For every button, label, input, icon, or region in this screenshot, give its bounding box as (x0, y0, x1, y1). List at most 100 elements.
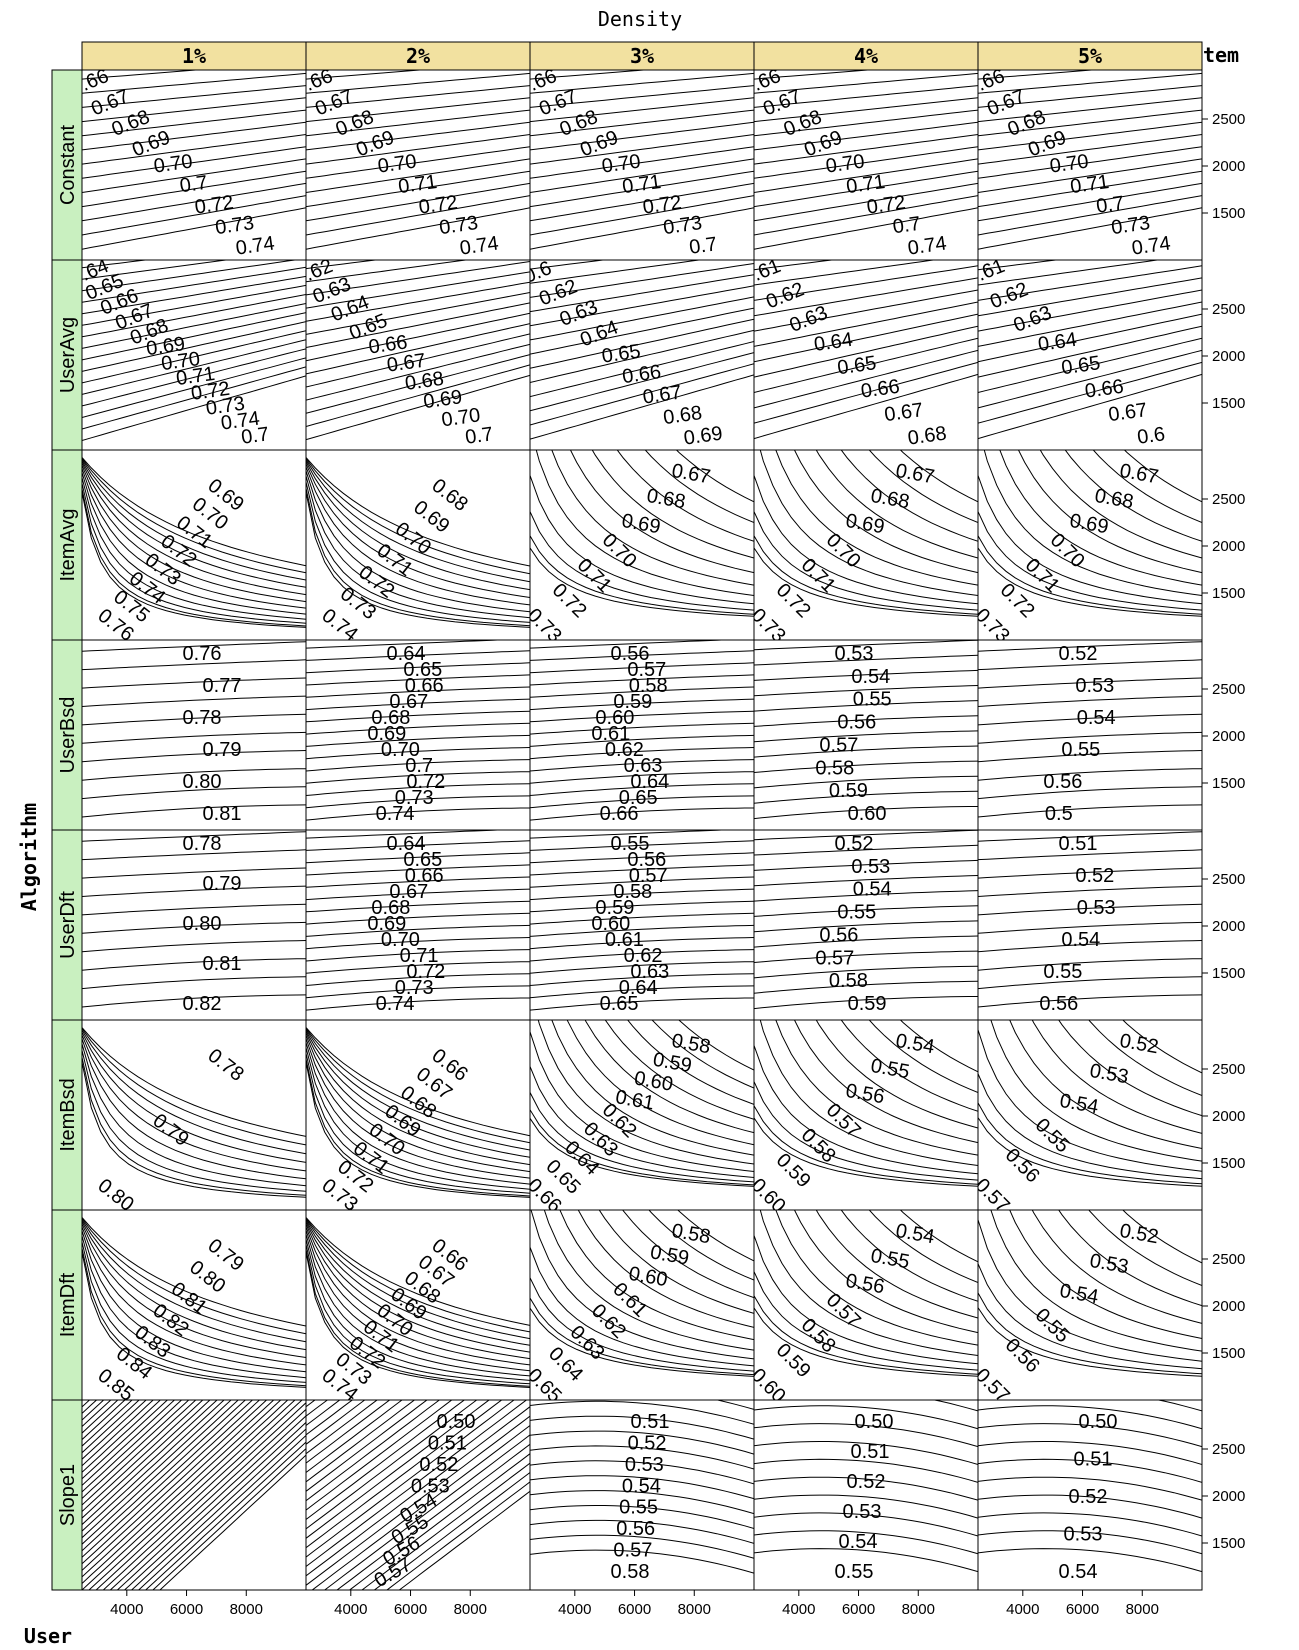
contour-line (754, 685, 978, 697)
contour-line (627, 1020, 754, 1105)
contour-label: 0.72 (406, 961, 445, 983)
contour-line (82, 1217, 306, 1327)
contour-line (306, 1217, 530, 1326)
panel-useravg-2: 0.620.630.640.650.660.670.680.690.700.7 (305, 259, 531, 451)
contour-label: 0.70 (600, 150, 642, 177)
contour-label: 0.58 (829, 970, 868, 992)
contour-line (82, 146, 306, 179)
contour-label: 0.65 (619, 787, 658, 809)
contour-line (306, 121, 530, 151)
contour-line (82, 1241, 306, 1383)
contour-label: 0.60 (595, 707, 634, 729)
panel-itemavg-5: 0.670.680.690.700.710.720.73 (977, 449, 1203, 641)
contour-line (978, 1458, 1202, 1483)
panel-itemavg-4: 0.670.680.690.700.710.720.73 (753, 449, 979, 641)
panel-constant-3: 0.660.670.680.690.700.710.720.730.7 (529, 69, 755, 261)
contour-label: 0.7 (240, 423, 271, 449)
y-tick-label: 2000 (1212, 1298, 1245, 1315)
y-tick-label: 2000 (1212, 538, 1245, 555)
contour-line (754, 859, 978, 871)
contour-line (978, 97, 1202, 123)
contour-line (754, 1476, 978, 1501)
contour-line (677, 1210, 754, 1262)
contour-line (530, 296, 754, 341)
contour-line (82, 1400, 268, 1571)
panel-userbsd-3: 0.560.570.580.590.600.610.620.630.640.65… (529, 639, 755, 831)
contour-line (978, 1263, 1202, 1370)
contour-line (754, 260, 836, 271)
contour-line (1039, 450, 1202, 559)
contour-line (840, 1020, 978, 1112)
contour-line (82, 1400, 239, 1545)
contour-line (775, 1020, 978, 1156)
contour-line (82, 85, 306, 108)
contour-line (616, 450, 754, 542)
contour-line (978, 158, 1202, 193)
contour-line (978, 885, 1202, 897)
contour-line (82, 260, 150, 269)
contour-label: 0.74 (376, 803, 415, 825)
contour-line (754, 806, 978, 820)
contour-line (978, 976, 1202, 990)
x-tick-label: 8000 (902, 1601, 935, 1618)
contour-line (978, 1548, 1202, 1573)
contour-line (754, 121, 978, 151)
strip-left-userbsd: UserBsd (51, 639, 83, 831)
contour-line (978, 373, 1202, 440)
contour-line (754, 313, 978, 363)
contour-line (306, 937, 530, 950)
contour-line (82, 1400, 204, 1512)
contour-line (868, 1210, 978, 1284)
contour-line (306, 260, 380, 270)
contour-line (978, 260, 1162, 286)
strip-left-itemavg: ItemAvg (51, 449, 83, 641)
contour-line (978, 195, 1202, 236)
contour-line (530, 109, 754, 137)
contour-line (306, 85, 530, 108)
contour-line (306, 1219, 530, 1340)
contour-line (754, 760, 978, 773)
contour-line (398, 1490, 530, 1590)
contour-label: 0.78 (183, 707, 222, 729)
contour-line (306, 686, 530, 698)
x-tick-label: 4000 (558, 1601, 591, 1618)
panel-userbsd-1: 0.76 0.77 0.78 0.79 0.80 0.81 (81, 639, 307, 831)
contour-label: 0.66 (621, 361, 663, 388)
y-tick-label: 1500 (1212, 205, 1245, 222)
contour-label: 0.72 (193, 191, 235, 218)
contour-line (1058, 1020, 1202, 1117)
contour-label: 0.59 (613, 691, 652, 713)
contour-line (82, 1043, 306, 1187)
contour-line (82, 72, 306, 94)
contour-label: 0.67 (389, 881, 428, 903)
contour-line (306, 734, 530, 747)
contour-line (530, 1549, 754, 1574)
contour-line (932, 1400, 978, 1412)
contour-line (82, 958, 306, 971)
contour-line (1092, 450, 1202, 524)
contour-line (978, 1307, 1202, 1377)
contour-label: 0.67 (1107, 399, 1149, 426)
contour-label: 0.64 (619, 977, 658, 999)
contour-line (899, 450, 978, 503)
contour-line (82, 831, 306, 842)
contour-line (530, 260, 608, 270)
contour-line (978, 1494, 1202, 1519)
contour-line (978, 1073, 1202, 1180)
contour-line (537, 1020, 754, 1165)
contour-line (82, 1400, 197, 1506)
contour-line (978, 121, 1202, 151)
contour-label: 0.52 (835, 833, 874, 855)
y-tick-label: 2000 (1212, 1108, 1245, 1125)
contour-line (530, 363, 754, 426)
contour-label: 0.53 (851, 856, 890, 878)
contour-line (754, 830, 978, 841)
contour-label: 0.64 (387, 833, 426, 855)
y-tick-label: 2500 (1212, 1251, 1245, 1268)
contour-line (306, 1058, 530, 1197)
contour-line (978, 903, 1202, 916)
contour-label: 0.78 (183, 833, 222, 855)
contour-line (82, 1034, 306, 1172)
contour-line (754, 790, 978, 804)
contour-label: 0.52 (1075, 865, 1114, 887)
